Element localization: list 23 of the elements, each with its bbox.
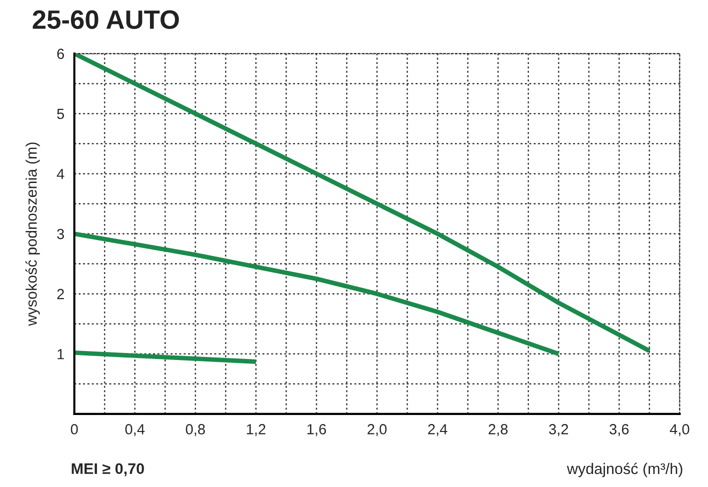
y-tick-label: 6 bbox=[57, 48, 64, 59]
y-tick-label: 3 bbox=[57, 228, 64, 240]
x-tick-label: 3,2 bbox=[549, 424, 568, 436]
x-tick-label: 0,8 bbox=[186, 424, 205, 436]
y-axis-title: wysokość podnoszenia (m) bbox=[25, 142, 40, 326]
x-tick-label: 0,4 bbox=[125, 424, 145, 436]
x-tick-label: 2,4 bbox=[428, 424, 448, 436]
x-tick-label: 2,8 bbox=[488, 424, 508, 436]
x-tick-label: 0 bbox=[70, 424, 78, 434]
x-tick-label: 1,2 bbox=[246, 424, 266, 436]
x-axis-title: wydajność (m³/h) bbox=[566, 462, 682, 478]
text: MEI ≥ 0,70 bbox=[72, 463, 144, 476]
line-series bbox=[74, 54, 652, 354]
y-tick-label: 5 bbox=[57, 108, 64, 120]
x-tick-label: 3,6 bbox=[610, 424, 629, 436]
line-series bbox=[74, 232, 561, 356]
x-tick-label: 2,0 bbox=[368, 424, 387, 436]
y-tick-label: 1 bbox=[58, 349, 64, 360]
chart-title: 25-60 AUTO bbox=[32, 10, 179, 29]
x-tick-label: 1,6 bbox=[307, 424, 326, 436]
x-tick-label: 4,0 bbox=[670, 424, 690, 436]
y-tick-label: 2 bbox=[57, 288, 64, 300]
y-tick-label: 4 bbox=[56, 168, 64, 179]
